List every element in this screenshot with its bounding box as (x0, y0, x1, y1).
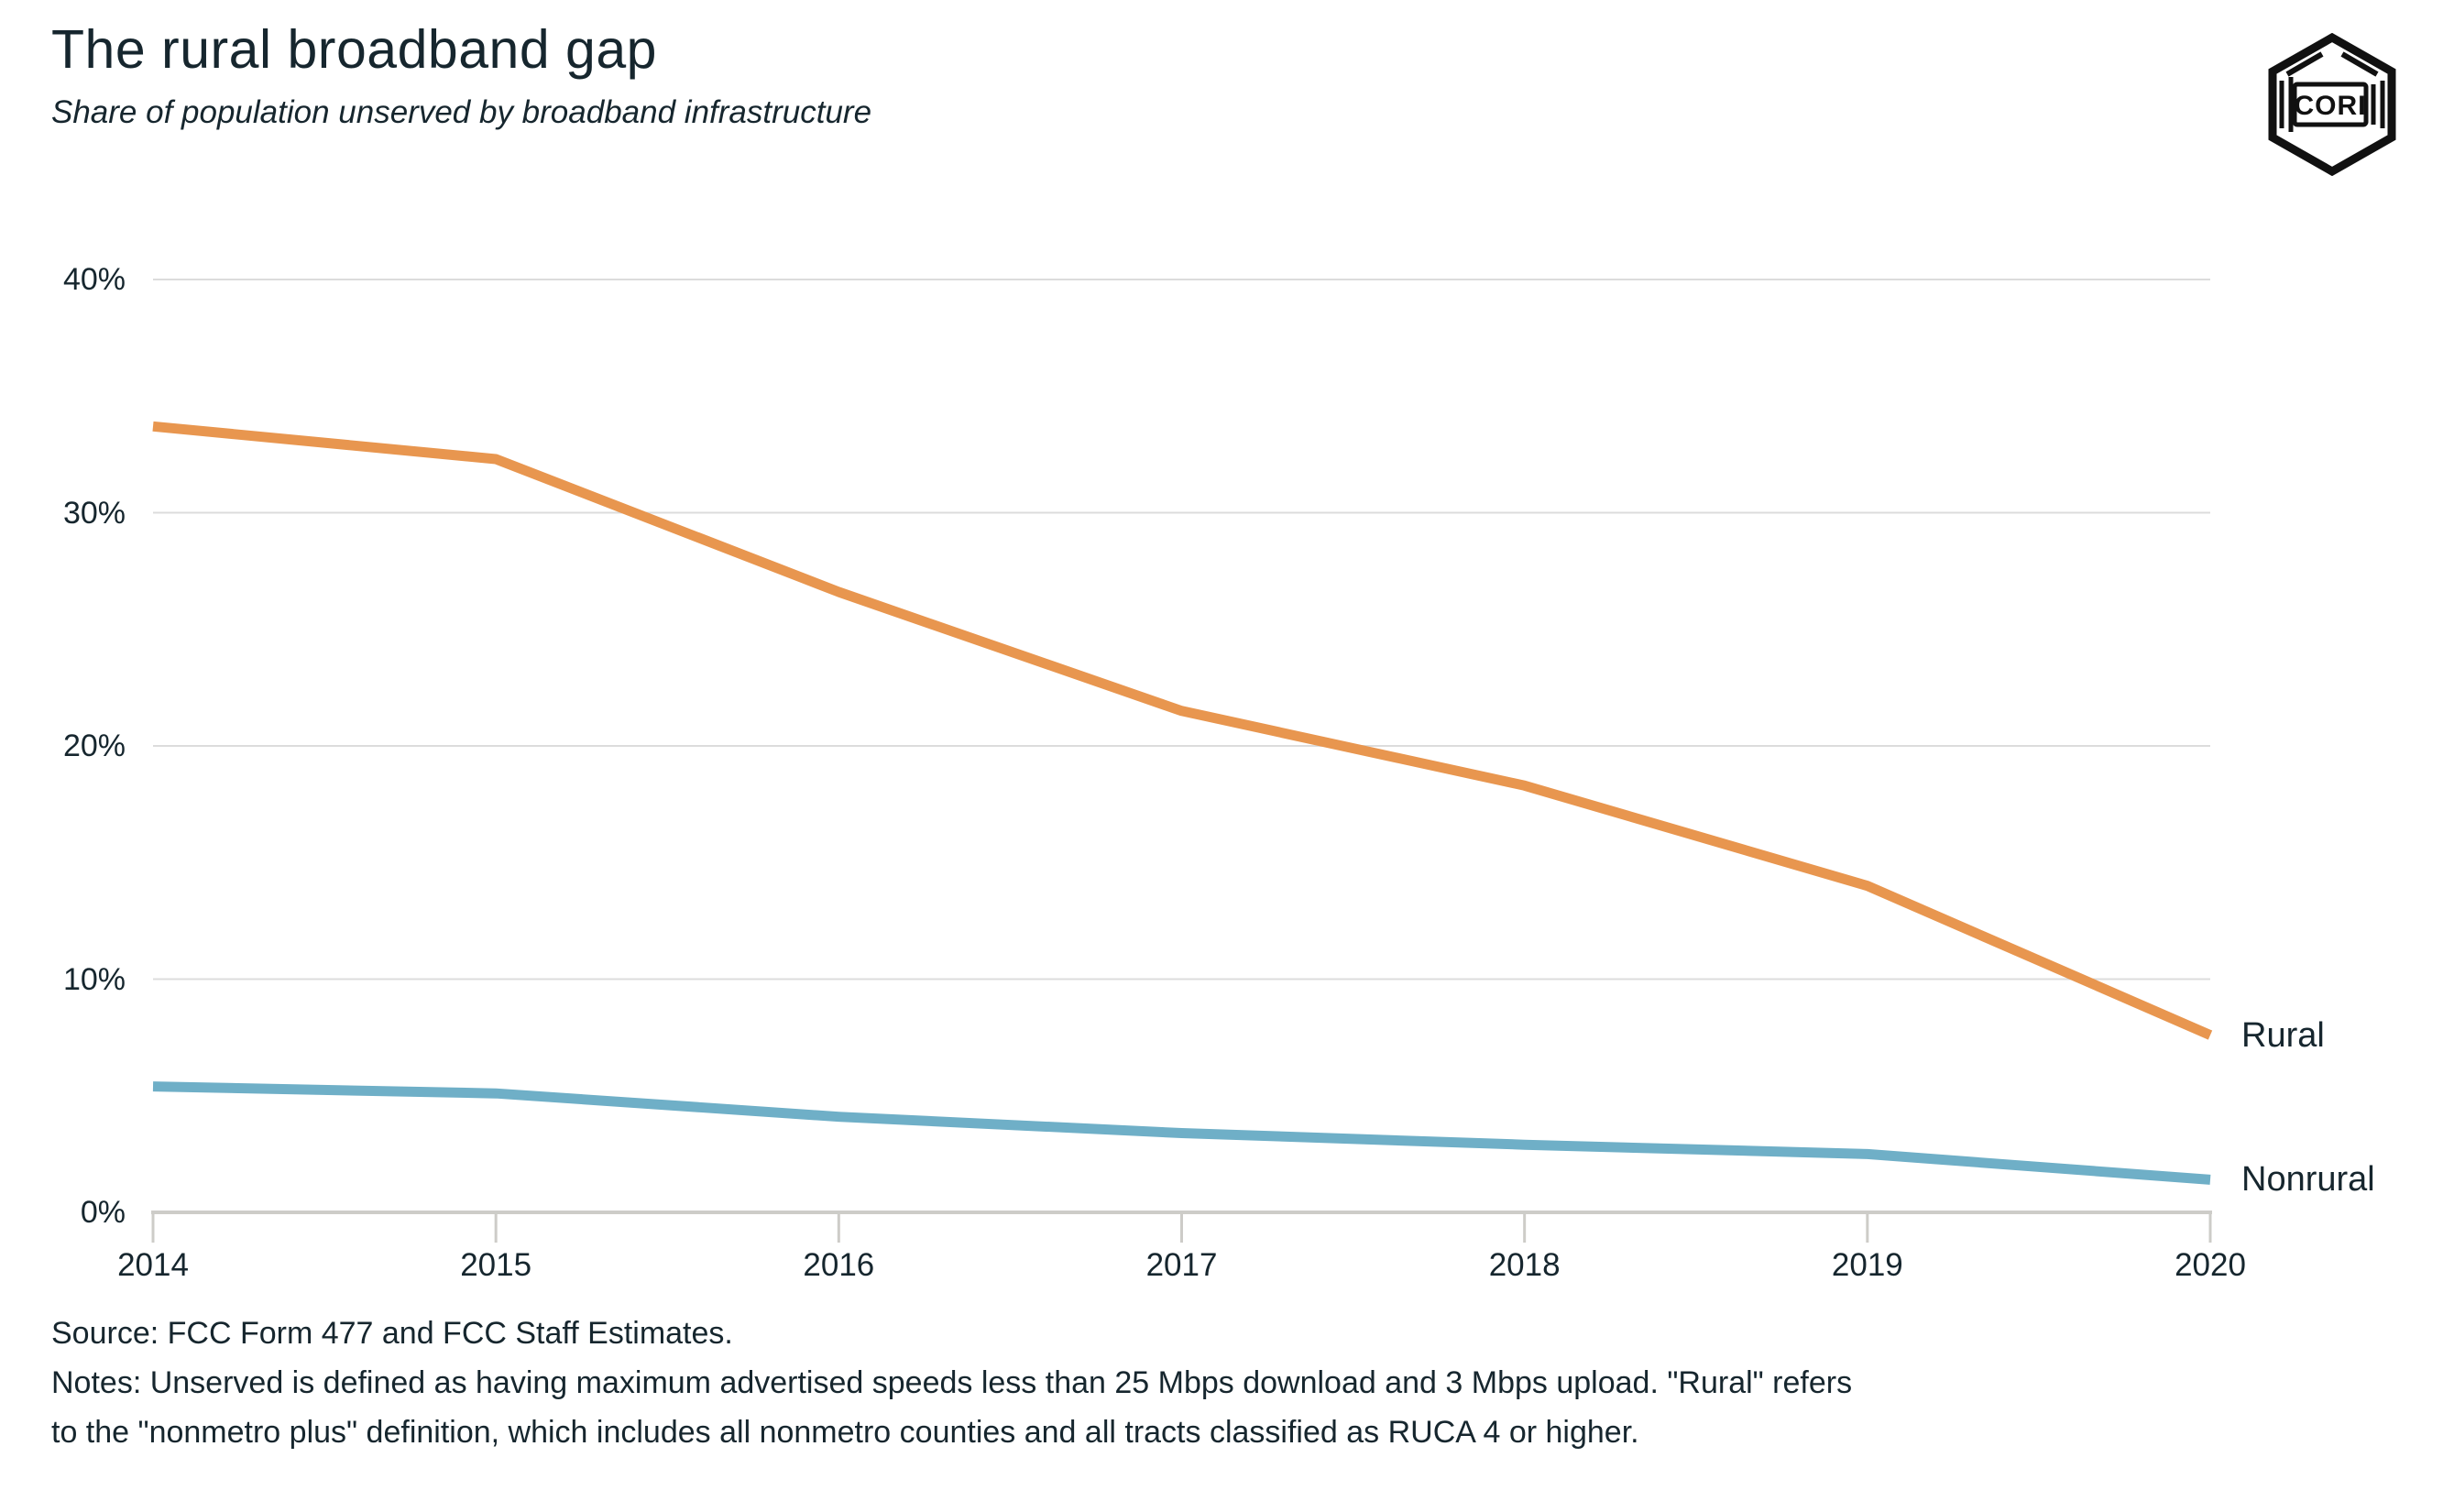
series-line-rural (152, 421, 2213, 1040)
x-axis-label-2019: 2019 (1831, 1247, 1903, 1283)
series-line-nonrural (152, 1081, 2211, 1185)
x-axis-label-2017: 2017 (1145, 1247, 1218, 1283)
notes-line-1: Notes: Unserved is defined as having max… (51, 1365, 1853, 1400)
logo-hexagon (2268, 33, 2396, 176)
notes-line-2: to the "nonmetro plus" definition, which… (51, 1415, 1639, 1450)
x-axis-label-2015: 2015 (460, 1247, 532, 1283)
chart-title: The rural broadband gap (51, 19, 657, 80)
x-axis-label-2014: 2014 (117, 1247, 189, 1283)
source-text: Source: FCC Form 477 and FCC Staff Estim… (51, 1316, 733, 1351)
y-axis-label-20: 20% (62, 729, 126, 763)
series-label-nonrural: Nonrural (2241, 1160, 2375, 1200)
y-axis-label-40: 40% (62, 262, 126, 297)
chart-subtitle: Share of population unserved by broadban… (51, 94, 872, 130)
y-axis-label-10: 10% (62, 961, 126, 997)
logo-text: CORI (2295, 91, 2367, 121)
series-label-rural: Rural (2241, 1015, 2325, 1055)
footer-notes: Source: FCC Form 477 and FCC Staff Estim… (51, 1309, 2361, 1457)
cori-logo: CORI (2268, 33, 2396, 176)
x-axis-label-2016: 2016 (803, 1247, 875, 1283)
logo-text-box (2292, 82, 2369, 127)
x-axis-label-2018: 2018 (1488, 1247, 1561, 1283)
y-axis-label-0: 0% (80, 1195, 126, 1230)
y-axis-label-30: 30% (62, 495, 126, 531)
x-axis-label-2020: 2020 (2175, 1247, 2246, 1283)
